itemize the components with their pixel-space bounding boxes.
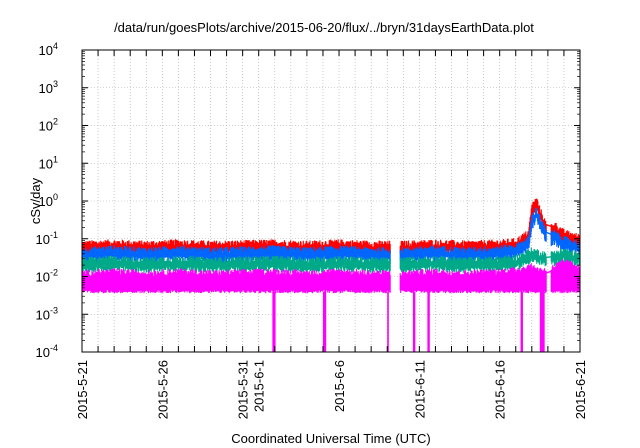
- y-tick-label: 10-3: [36, 305, 58, 322]
- y-tick-label: 102: [39, 117, 58, 134]
- y-axis-label: cSv/day: [28, 177, 43, 224]
- y-tick-label: 101: [39, 154, 58, 171]
- series-path: [82, 259, 580, 294]
- x-tick-label: 2015-5-31: [236, 360, 251, 419]
- y-tick-label: 103: [39, 79, 58, 96]
- y-tick-label: 104: [39, 41, 58, 58]
- chart-title: /data/run/goesPlots/archive/2015-06-20/f…: [114, 20, 534, 35]
- dropout-spike: [520, 291, 523, 352]
- x-axis: 2015-5-21 2015-5-26 2015-5-31 2015-6-1 2015-…: [75, 50, 588, 419]
- y-tick-label: 10-4: [36, 343, 58, 360]
- plot-area: [82, 198, 580, 352]
- y-tick-label: 100: [39, 192, 58, 209]
- dropout-spike: [272, 291, 276, 352]
- x-tick-label: 2015-6-21: [573, 360, 588, 419]
- dropout-spike: [387, 291, 389, 352]
- dropout-spike: [427, 291, 430, 352]
- dropout-spike: [322, 291, 327, 352]
- gap-connector: [544, 269, 555, 275]
- y-axis: 10-4 10-3 10-2 10-1 100 101 102 103 104: [36, 41, 580, 360]
- series-line: [82, 247, 580, 274]
- series-path: [82, 207, 580, 264]
- x-tick-label: 2015-6-1: [252, 360, 267, 412]
- gap-connector: [544, 255, 555, 259]
- x-tick-label: 2015-6-11: [412, 360, 427, 418]
- grid: [82, 50, 580, 352]
- dropout-spike: [539, 291, 545, 352]
- gap-connector: [544, 230, 555, 237]
- x-tick-label: 2015-6-6: [332, 360, 347, 412]
- x-tick-label: 2015-5-26: [155, 360, 170, 419]
- x-axis-label: Coordinated Universal Time (UTC): [231, 431, 430, 446]
- series-line: [82, 207, 580, 264]
- x-tick-label: 2015-6-16: [493, 360, 508, 419]
- y-tick-label: 10-1: [36, 230, 58, 247]
- y-tick-label: 10-2: [36, 268, 58, 285]
- series-path: [82, 247, 580, 274]
- gap-connector: [544, 223, 555, 229]
- x-tick-label: 2015-5-21: [75, 360, 90, 419]
- dropout-spike: [412, 291, 416, 352]
- series-line: [82, 259, 580, 294]
